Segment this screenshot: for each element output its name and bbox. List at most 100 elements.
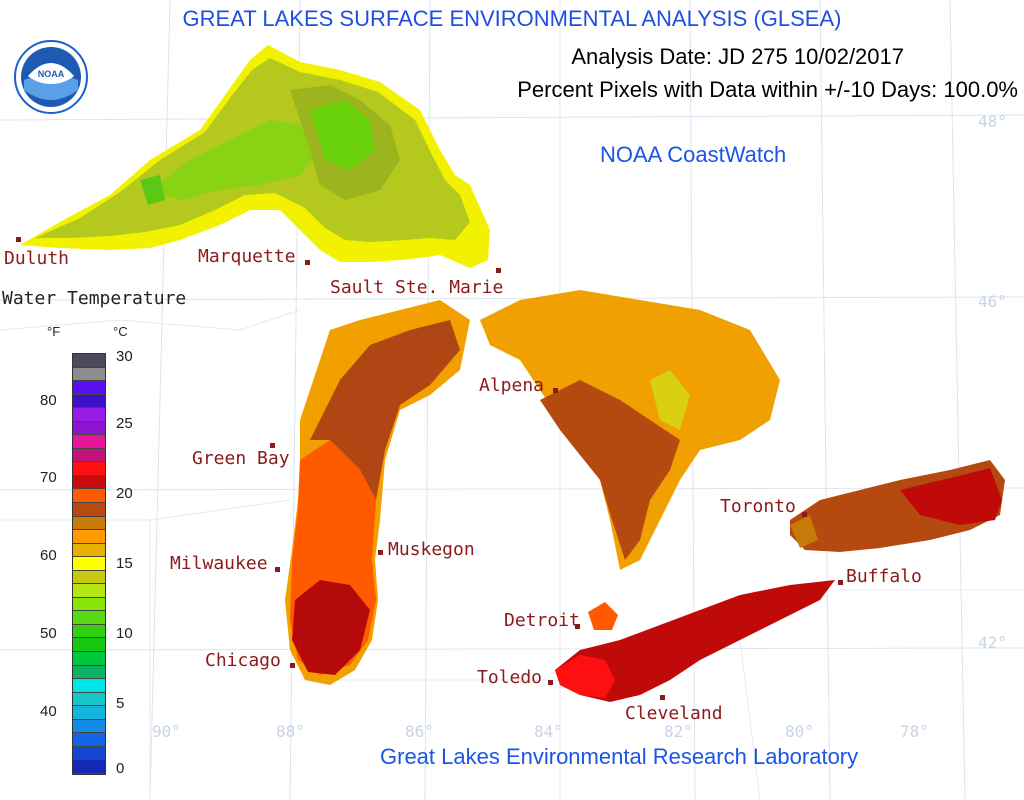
city-label-milwaukee: Milwaukee — [170, 553, 268, 574]
legend-swatch — [73, 597, 105, 612]
legend-swatch — [73, 421, 105, 436]
city-label-alpena: Alpena — [479, 375, 545, 396]
city-marker-chicago — [290, 663, 295, 668]
legend-swatch — [73, 408, 105, 422]
city-marker-toronto — [802, 512, 807, 517]
legend-swatch — [73, 394, 105, 409]
legend-swatch — [73, 503, 105, 517]
city-label-toronto: Toronto — [720, 496, 796, 517]
city-label-toledo: Toledo — [477, 667, 543, 688]
city-label-green-bay: Green Bay — [192, 448, 290, 469]
legend-swatch — [73, 611, 105, 625]
legend-swatch — [73, 706, 105, 720]
legend-color-bar — [72, 353, 106, 775]
legend-f-tick-60: 60 — [40, 547, 57, 564]
lat-48: 48° — [978, 112, 1007, 131]
legend-c-tick-0: 0 — [116, 760, 125, 777]
city-marker-detroit — [575, 624, 580, 629]
legend-c-tick-10: 10 — [116, 625, 133, 642]
legend-swatch — [73, 665, 105, 680]
legend-c-tick-30: 30 — [116, 348, 133, 365]
legend-swatch — [73, 557, 105, 571]
legend-swatch — [73, 570, 105, 585]
legend-c-tick-20: 20 — [116, 485, 133, 502]
coastwatch-label: NOAA CoastWatch — [600, 142, 787, 167]
city-marker-marquette — [305, 260, 310, 265]
percent-pixels: Percent Pixels with Data within +/-10 Da… — [517, 77, 1018, 102]
lon-86: 86° — [405, 722, 434, 741]
lake-huron — [480, 290, 780, 570]
lon-82: 82° — [664, 722, 693, 741]
legend-c-tick-15: 15 — [116, 555, 133, 572]
boundaries — [0, 309, 1024, 800]
legend-f-tick-40: 40 — [40, 703, 57, 720]
legend-swatch — [73, 367, 105, 382]
legend-title: Water Temperature — [2, 288, 187, 309]
legend-swatch — [73, 652, 105, 666]
city-marker-alpena — [553, 388, 558, 393]
legend-swatch — [73, 530, 105, 544]
lon-80: 80° — [785, 722, 814, 741]
legend-swatch — [73, 475, 105, 490]
lon-90: 90° — [152, 722, 181, 741]
city-marker-milwaukee — [275, 567, 280, 572]
lon-78: 78° — [900, 722, 929, 741]
legend-f-tick-70: 70 — [40, 469, 57, 486]
lake-erie — [555, 580, 835, 702]
legend-swatch — [73, 381, 105, 395]
city-marker-buffalo — [838, 580, 843, 585]
city-label-marquette: Marquette — [198, 246, 296, 267]
city-label-muskegon: Muskegon — [388, 539, 475, 560]
legend-swatch — [73, 746, 105, 761]
legend-swatch — [73, 692, 105, 707]
city-marker-cleveland — [660, 695, 665, 700]
city-label-buffalo: Buffalo — [846, 566, 922, 587]
legend-swatch — [73, 719, 105, 734]
legend-f-tick-80: 80 — [40, 392, 57, 409]
legend-swatch — [73, 638, 105, 653]
legend-swatch — [73, 679, 105, 693]
lat-46: 46° — [978, 292, 1007, 311]
lon-84: 84° — [534, 722, 563, 741]
city-label-sault-ste-marie: Sault Ste. Marie — [330, 277, 504, 298]
page-title: GREAT LAKES SURFACE ENVIRONMENTAL ANALYS… — [182, 6, 842, 31]
lat-42: 42° — [978, 633, 1007, 652]
analysis-date: Analysis Date: JD 275 10/02/2017 — [571, 44, 904, 69]
legend-swatch — [73, 760, 105, 774]
legend-c-unit: °C — [113, 324, 128, 339]
lon-88: 88° — [276, 722, 305, 741]
legend-swatch — [73, 733, 105, 747]
city-marker-green-bay — [270, 443, 275, 448]
legend-f-tick-50: 50 — [40, 625, 57, 642]
city-marker-duluth — [16, 237, 21, 242]
legend-swatch — [73, 354, 105, 368]
lake-ontario — [790, 460, 1005, 552]
city-label-chicago: Chicago — [205, 650, 281, 671]
legend-swatch — [73, 489, 105, 504]
lake-michigan — [285, 300, 470, 685]
city-label-cleveland: Cleveland — [625, 703, 723, 724]
legend-c-tick-25: 25 — [116, 415, 133, 432]
city-marker-sault-ste-marie — [496, 268, 501, 273]
footer-label: Great Lakes Environmental Research Labor… — [380, 744, 859, 769]
lake-st-clair — [588, 602, 618, 630]
lake-superior — [20, 45, 490, 268]
legend-f-unit: °F — [47, 324, 61, 339]
legend-swatch — [73, 448, 105, 463]
city-label-detroit: Detroit — [504, 610, 580, 631]
city-label-duluth: Duluth — [4, 248, 70, 269]
noaa-logo-icon — [14, 40, 88, 114]
legend-swatch — [73, 624, 105, 639]
city-marker-muskegon — [378, 550, 383, 555]
city-markers — [16, 237, 843, 700]
legend-swatch — [73, 516, 105, 531]
city-marker-toledo — [548, 680, 553, 685]
noaa-logo: NOAA — [14, 40, 88, 114]
legend-swatch — [73, 462, 105, 476]
legend-swatch — [73, 435, 105, 449]
legend-swatch — [73, 543, 105, 558]
noaa-logo-text: NOAA — [37, 69, 65, 79]
legend-swatch — [73, 584, 105, 598]
legend-c-tick-5: 5 — [116, 695, 125, 712]
